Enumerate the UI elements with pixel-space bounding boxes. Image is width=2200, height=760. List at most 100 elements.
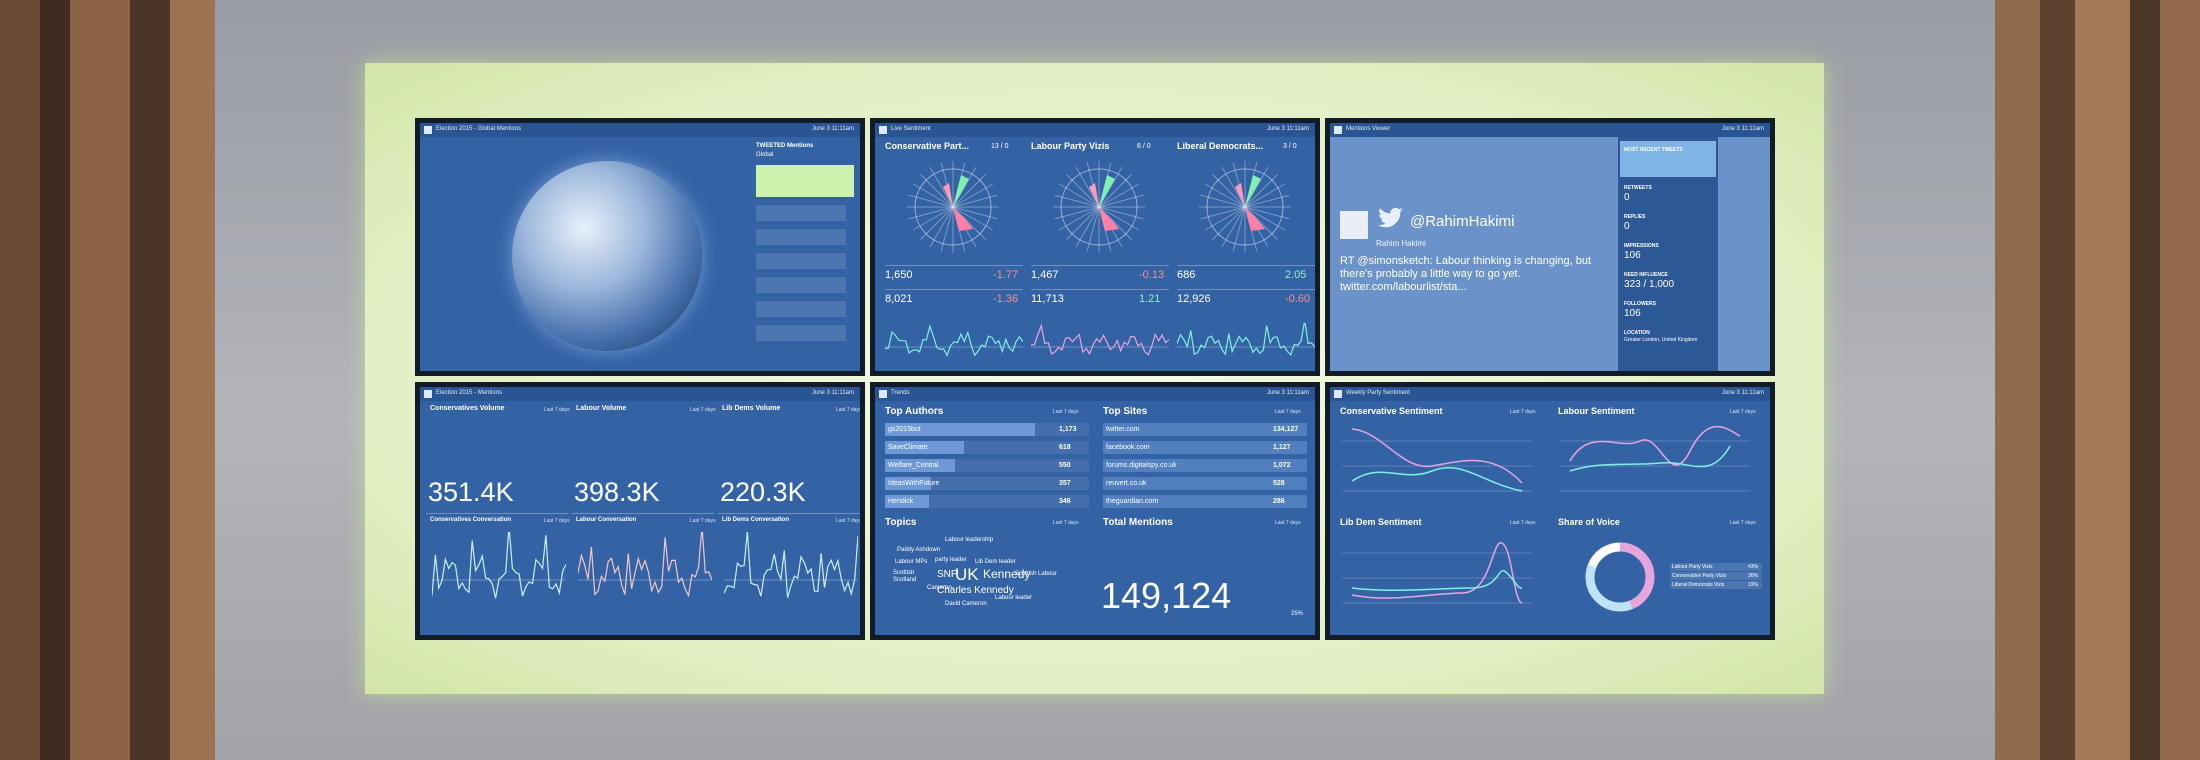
- wood-slat: [1995, 0, 2040, 760]
- polar-spoke: [1098, 174, 1132, 208]
- metric-change: -1.36: [993, 293, 1019, 305]
- row-strip: [1103, 441, 1307, 454]
- topic-word: Labour leader: [995, 595, 1033, 601]
- period: Last 7 days: [690, 407, 716, 413]
- stat-value: 0: [1624, 192, 1630, 203]
- polar-spoke: [1098, 166, 1123, 208]
- topic-word: Scotland: [893, 577, 917, 583]
- sparkline-path: [578, 532, 712, 598]
- author-name: IdeasWithFuture: [888, 480, 940, 487]
- author-name: gs2015bot: [888, 426, 921, 433]
- polar-wedge: [1099, 175, 1115, 207]
- wood-slat: [0, 0, 40, 760]
- stat-label: FOLLOWERS: [1624, 301, 1656, 307]
- sparkline-path: [432, 532, 566, 599]
- polar-spoke: [912, 183, 954, 208]
- row-strip: [1103, 459, 1307, 472]
- site-count: 286: [1273, 498, 1285, 505]
- polar-spoke: [1098, 206, 1144, 220]
- stat-label: LOCATION: [1624, 330, 1650, 336]
- element: [1351, 466, 1523, 492]
- screen-title: Election 2015 - Global Mentions: [436, 126, 522, 132]
- metric-change: 2.05: [1285, 269, 1307, 281]
- sparkline-path: [1177, 323, 1315, 356]
- metric-change: -0.60: [1285, 293, 1311, 305]
- author-bar: [885, 477, 931, 490]
- polar-spoke: [952, 206, 994, 231]
- metric-value: 1,467: [1031, 269, 1059, 281]
- polar-spoke: [1200, 194, 1246, 208]
- element: [1569, 425, 1741, 466]
- screen-trends: Trends June 3 11:11am Top Authors Last 7…: [870, 382, 1320, 640]
- polar-ring: [1060, 168, 1138, 246]
- author-count: 1,173: [1059, 426, 1077, 433]
- panel-title: Share of Voice: [1558, 517, 1620, 527]
- author-name: SaveClimate: [888, 444, 928, 451]
- period: Last 7 days: [836, 407, 862, 413]
- stat-label: IMPRESSIONS: [1624, 243, 1659, 249]
- polar-spoke: [1066, 206, 1100, 240]
- polar-spoke: [952, 183, 994, 208]
- wood-slat: [2160, 0, 2200, 760]
- screen-date: June 3 11:11am: [811, 390, 854, 396]
- polar-spoke: [920, 206, 954, 240]
- recent-label: MOST RECENT TWEETS: [1624, 147, 1683, 153]
- polar-spoke: [1075, 166, 1100, 208]
- wood-slat: [2130, 0, 2160, 760]
- screen-date: June 3 11:11am: [1721, 126, 1764, 132]
- topic-word: Labour leadership: [945, 537, 994, 543]
- row-strip: [1103, 477, 1307, 490]
- total-change: 25%: [1291, 611, 1304, 617]
- polar-wedge: [1245, 175, 1261, 207]
- site-count: 1,072: [1273, 462, 1291, 469]
- sparkline-path: [1031, 323, 1169, 356]
- polar-spoke: [1058, 183, 1100, 208]
- period: Last 7 days: [544, 518, 570, 524]
- author-bar: [885, 441, 965, 454]
- party-name: Conservative Part...: [885, 141, 970, 151]
- panel-title: Conservatives Volume: [430, 405, 505, 412]
- party-count: 6 / 0: [1137, 143, 1151, 150]
- polar-spoke: [912, 206, 954, 231]
- legend-value: 36%: [1748, 573, 1759, 579]
- panel-title: Labour Conversation: [576, 517, 637, 523]
- period: Last 7 days: [544, 407, 570, 413]
- icon: [1334, 390, 1342, 398]
- party-count: 13 / 0: [991, 143, 1009, 150]
- party-name: Labour Party Vizis: [1031, 141, 1110, 151]
- screen-title: Mentions Viewer: [1346, 126, 1391, 132]
- row-strip: [885, 495, 1089, 508]
- panel-title: Conservatives Conversation: [430, 517, 512, 523]
- metric-value: 8,021: [885, 293, 913, 305]
- site-name: forums.digitalspy.co.uk: [1106, 462, 1177, 469]
- legend-value: 43%: [1748, 564, 1759, 570]
- site-name: reuvert.co.uk: [1106, 480, 1147, 487]
- tweet-handle: @RahimHakimi: [1410, 213, 1515, 230]
- screen-header: [420, 123, 860, 137]
- sparkline: [1031, 323, 1169, 356]
- polar-spoke: [1244, 206, 1290, 220]
- topic-word: UK: [955, 565, 979, 584]
- metric-change: -1.77: [993, 269, 1019, 281]
- topic-word: Scottish: [893, 570, 915, 576]
- polar-spoke: [952, 174, 986, 208]
- twitter-bird: [1378, 207, 1403, 228]
- volume-value: 398.3K: [574, 477, 660, 507]
- sparkline-path: [724, 532, 858, 598]
- panel-title: Top Sites: [1103, 406, 1148, 417]
- screen-title: Weekly Party Sentiment: [1346, 390, 1410, 396]
- row-strip: [885, 477, 1089, 490]
- author-count: 346: [1059, 498, 1071, 505]
- polar-spoke: [908, 206, 954, 220]
- divider: [572, 513, 714, 514]
- site-count: 528: [1273, 480, 1285, 487]
- site-count: 134,127: [1273, 426, 1299, 433]
- wood-slat: [40, 0, 70, 760]
- polar-chart: [1053, 161, 1145, 253]
- polar-spoke: [920, 174, 954, 208]
- total-mentions: 149,124: [1101, 575, 1232, 616]
- tweet-text: RT @simonsketch: Labour thinking is chan…: [1340, 255, 1592, 293]
- panel-title: Labour Sentiment: [1558, 406, 1635, 416]
- sparkline: [885, 324, 1023, 357]
